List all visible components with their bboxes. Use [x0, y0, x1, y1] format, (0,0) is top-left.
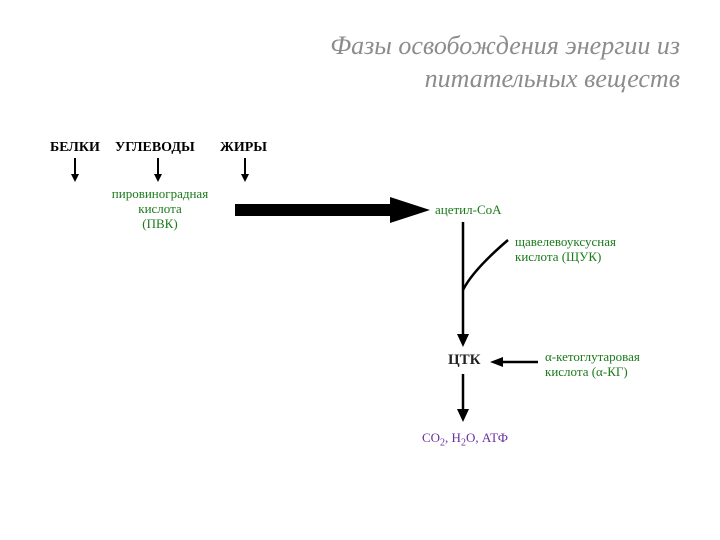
- arrow-ctk-down: [455, 374, 471, 424]
- out-h2o-suf: О: [466, 430, 475, 445]
- arrow-fats-down: [240, 158, 250, 184]
- out-atp: АТФ: [482, 430, 508, 445]
- label-outputs: СО2, Н2О, АТФ: [405, 430, 525, 449]
- label-carbs: УГЛЕВОДЫ: [115, 140, 195, 156]
- label-oaa: щавелевоуксусная кислота (ЩУК): [515, 235, 645, 265]
- label-acetyl-coa: ацетил-СоА: [435, 203, 525, 218]
- akg-line1: α-кетоглутаровая: [545, 349, 640, 364]
- label-fats: ЖИРЫ: [220, 140, 267, 156]
- arrow-carbs-down: [153, 158, 163, 184]
- label-proteins: БЕЛКИ: [50, 140, 100, 156]
- oaa-line1: щавелевоуксусная: [515, 234, 616, 249]
- slide-title: Фазы освобождения энергии из питательных…: [240, 30, 680, 95]
- title-line2: питательных веществ: [425, 64, 680, 93]
- akg-line2: кислота (α-КГ): [545, 364, 628, 379]
- arrow-pyruvate-to-acetyl: [235, 195, 435, 225]
- out-co2-prefix: СО: [422, 430, 440, 445]
- pyruvate-abbrev: (ПВК): [142, 216, 177, 231]
- out-h2o-pre: Н: [452, 430, 461, 445]
- oaa-line2: кислота (ЩУК): [515, 249, 601, 264]
- arrow-oaa-merge: [453, 235, 523, 295]
- pyruvate-line1: пировиноградная: [112, 186, 208, 201]
- label-ctk: ЦТК: [448, 352, 481, 369]
- title-line1: Фазы освобождения энергии из: [330, 31, 680, 60]
- label-pyruvate: пировиноградная кислота (ПВК): [100, 187, 220, 232]
- label-akg: α-кетоглутаровая кислота (α-КГ): [545, 350, 675, 380]
- pyruvate-line2: кислота: [138, 201, 181, 216]
- arrow-proteins-down: [70, 158, 80, 184]
- arrow-akg-to-ctk: [488, 354, 543, 370]
